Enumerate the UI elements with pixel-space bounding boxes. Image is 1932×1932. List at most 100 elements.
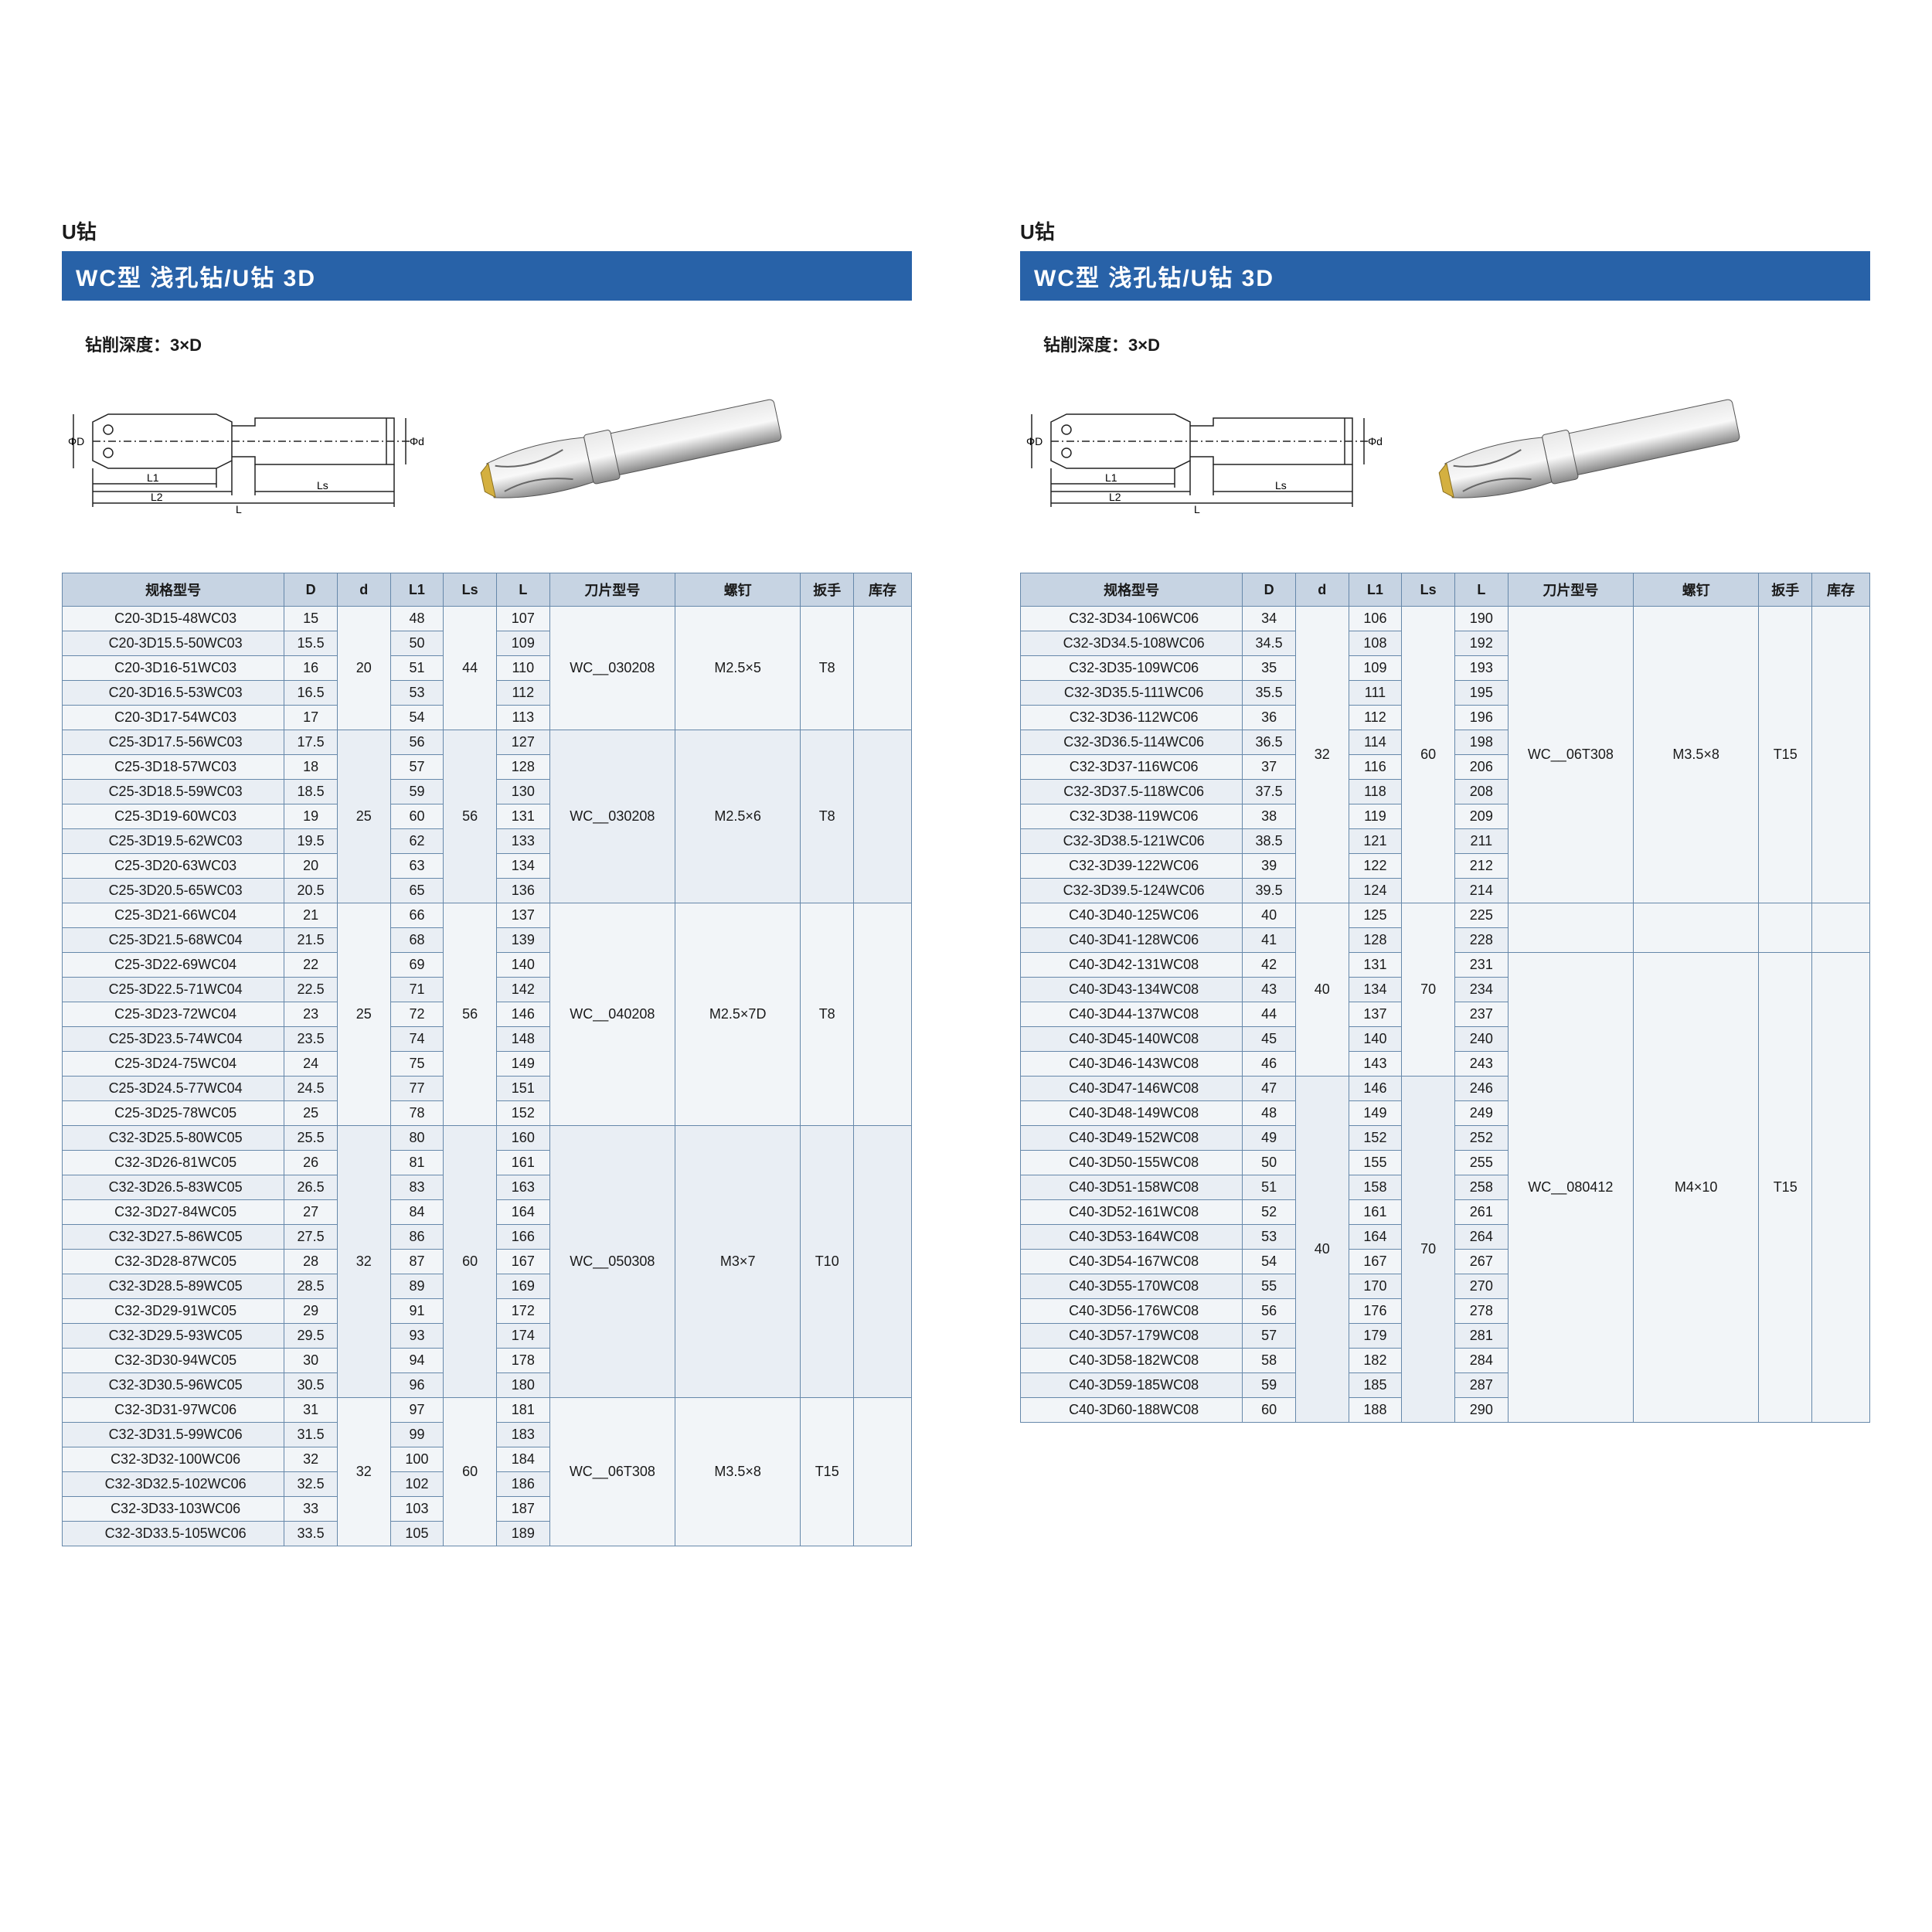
cell: C32-3D28.5-89WC05: [63, 1274, 284, 1299]
cell: [854, 1398, 912, 1546]
depth-label: 钻削深度：3×D: [1043, 332, 1870, 356]
cell: 128: [496, 755, 549, 780]
cell: 206: [1454, 755, 1508, 780]
cell: 19.5: [284, 829, 338, 854]
svg-text:L2: L2: [151, 491, 163, 503]
col-header: D: [1243, 573, 1296, 607]
diagram-row: ΦD Φd L1 L2 L Ls: [62, 372, 912, 526]
cell: 128: [1349, 928, 1402, 953]
cell: 264: [1454, 1225, 1508, 1250]
cell: T15: [1759, 607, 1812, 903]
cell: [1634, 903, 1759, 953]
col-header: d: [1295, 573, 1349, 607]
cell: 86: [390, 1225, 444, 1250]
cell: 56: [444, 730, 497, 903]
title-bar: WC型 浅孔钻/U钻 3D: [1020, 251, 1870, 301]
cell: [854, 903, 912, 1126]
cell: 189: [496, 1522, 549, 1546]
cell: M2.5×6: [675, 730, 801, 903]
cell: 278: [1454, 1299, 1508, 1324]
cell: 124: [1349, 879, 1402, 903]
cell: 137: [496, 903, 549, 928]
col-header: 规格型号: [63, 573, 284, 607]
cell: 164: [1349, 1225, 1402, 1250]
cell: 172: [496, 1299, 549, 1324]
cell: C32-3D25.5-80WC05: [63, 1126, 284, 1151]
cell: 54: [1243, 1250, 1296, 1274]
cell: C40-3D48-149WC08: [1021, 1101, 1243, 1126]
cell: 99: [390, 1423, 444, 1447]
cell: M2.5×5: [675, 607, 801, 730]
title-bar: WC型 浅孔钻/U钻 3D: [62, 251, 912, 301]
cell: 148: [496, 1027, 549, 1052]
cell: C40-3D50-155WC08: [1021, 1151, 1243, 1175]
cell: 28.5: [284, 1274, 338, 1299]
cell: 60: [444, 1398, 497, 1546]
cell: 50: [390, 631, 444, 656]
cell: 178: [496, 1349, 549, 1373]
cell: 60: [1243, 1398, 1296, 1423]
cell: C25-3D24-75WC04: [63, 1052, 284, 1077]
cell: 209: [1454, 804, 1508, 829]
cell: 149: [1349, 1101, 1402, 1126]
cell: 80: [390, 1126, 444, 1151]
cell: 143: [1349, 1052, 1402, 1077]
cell: M4×10: [1634, 953, 1759, 1423]
col-header: D: [284, 573, 338, 607]
col-header: 刀片型号: [1508, 573, 1633, 607]
cell: 31.5: [284, 1423, 338, 1447]
cell: 36: [1243, 706, 1296, 730]
cell: 35: [1243, 656, 1296, 681]
cell: 176: [1349, 1299, 1402, 1324]
cell: C32-3D36-112WC06: [1021, 706, 1243, 730]
cell: 137: [1349, 1002, 1402, 1027]
cell: C32-3D30.5-96WC05: [63, 1373, 284, 1398]
cell: 27: [284, 1200, 338, 1225]
cell: 258: [1454, 1175, 1508, 1200]
cell: WC__050308: [549, 1126, 675, 1398]
cell: C40-3D60-188WC08: [1021, 1398, 1243, 1423]
cell: 108: [1349, 631, 1402, 656]
cell: 19: [284, 804, 338, 829]
cell: 228: [1454, 928, 1508, 953]
cell: 225: [1454, 903, 1508, 928]
cell: 182: [1349, 1349, 1402, 1373]
drill-photo: [456, 383, 804, 515]
cell: C40-3D56-176WC08: [1021, 1299, 1243, 1324]
cell: 17.5: [284, 730, 338, 755]
cell: 51: [390, 656, 444, 681]
cell: 211: [1454, 829, 1508, 854]
cell: 186: [496, 1472, 549, 1497]
cell: 270: [1454, 1274, 1508, 1299]
cell: WC__040208: [549, 903, 675, 1126]
cell: C25-3D25-78WC05: [63, 1101, 284, 1126]
svg-text:L: L: [1194, 503, 1200, 515]
cell: 72: [390, 1002, 444, 1027]
cell: C32-3D26.5-83WC05: [63, 1175, 284, 1200]
cell: 234: [1454, 978, 1508, 1002]
cell: 53: [1243, 1225, 1296, 1250]
cell: C32-3D38-119WC06: [1021, 804, 1243, 829]
cell: 56: [1243, 1299, 1296, 1324]
cell: 70: [1402, 1077, 1455, 1423]
cell: 33.5: [284, 1522, 338, 1546]
cell: 160: [496, 1126, 549, 1151]
cell: 167: [1349, 1250, 1402, 1274]
cell: [854, 1126, 912, 1398]
cell: 25.5: [284, 1126, 338, 1151]
cell: 161: [1349, 1200, 1402, 1225]
cell: 23: [284, 1002, 338, 1027]
cell: 78: [390, 1101, 444, 1126]
cell: 134: [496, 854, 549, 879]
cell: 17: [284, 706, 338, 730]
cell: C32-3D33.5-105WC06: [63, 1522, 284, 1546]
cell: C40-3D40-125WC06: [1021, 903, 1243, 928]
cell: 60: [1402, 607, 1455, 903]
cell: [1812, 607, 1870, 903]
cell: 198: [1454, 730, 1508, 755]
cell: 77: [390, 1077, 444, 1101]
cell: 40: [1295, 903, 1349, 1077]
cell: 161: [496, 1151, 549, 1175]
col-header: 扳手: [1759, 573, 1812, 607]
section-label: U钻: [1020, 216, 1870, 245]
